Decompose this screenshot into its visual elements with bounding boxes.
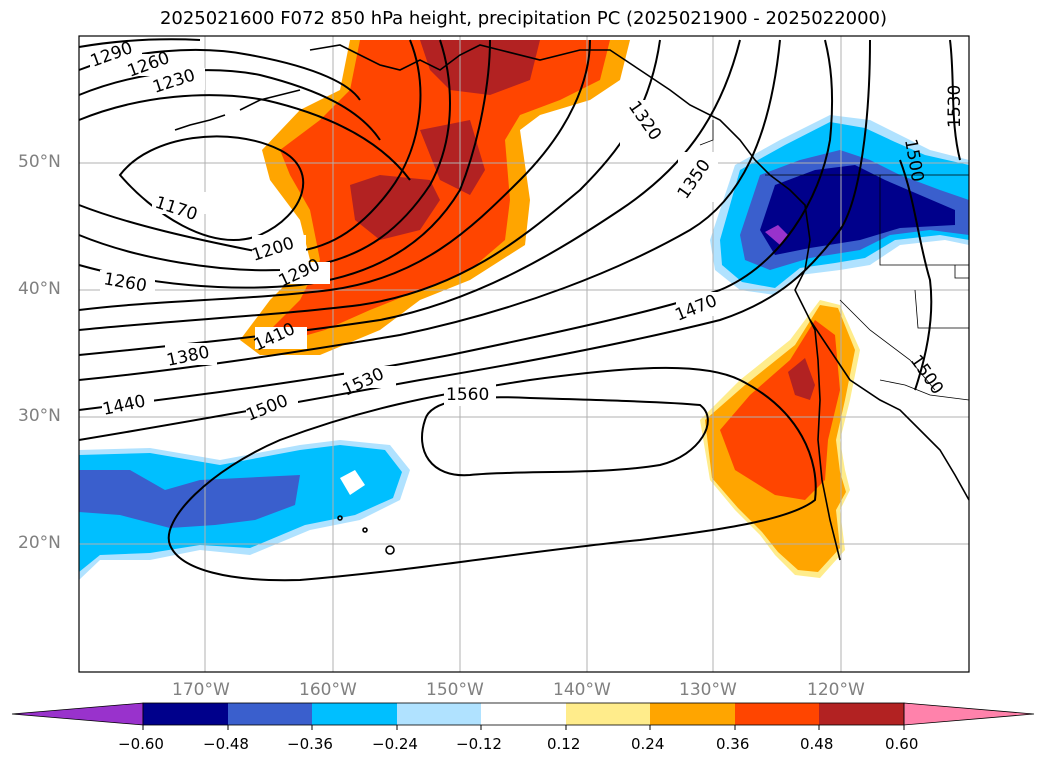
map-gridlines xyxy=(79,36,969,672)
colorbar-segment xyxy=(143,703,228,725)
colorbar-segment xyxy=(735,703,819,725)
lon-label: 120°W xyxy=(807,680,865,700)
lon-label: 160°W xyxy=(299,680,357,700)
lon-label: 150°W xyxy=(426,680,484,700)
colorbar-tick-label: −0.24 xyxy=(372,735,418,753)
lon-label: 140°W xyxy=(553,680,611,700)
colorbar-tick-label: 0.12 xyxy=(547,735,581,753)
colorbar-tick-label: −0.60 xyxy=(118,735,164,753)
contour-label-group: 1290 1260 1230 1170 1200 1260 1290 1410 … xyxy=(88,38,965,426)
colorbar-tick-label: −0.36 xyxy=(287,735,333,753)
colorbar-tick-label: 0.24 xyxy=(631,735,665,753)
lat-label: 40°N xyxy=(18,279,61,299)
colorbar-segment xyxy=(228,703,312,725)
colorbar-segment xyxy=(312,703,397,725)
contour-label: 1530 xyxy=(945,85,965,128)
colorbar-segment xyxy=(397,703,481,725)
colorbar-segment xyxy=(566,703,650,725)
precip-positive-region-north xyxy=(240,40,630,355)
colorbar-tick-label: 0.60 xyxy=(885,735,919,753)
lat-label: 30°N xyxy=(18,406,61,426)
colorbar-tick-label: 0.48 xyxy=(800,735,834,753)
colorbar-segment xyxy=(481,703,566,725)
colorbar-extend-high xyxy=(903,702,1035,726)
lon-label: 130°W xyxy=(679,680,737,700)
colorbar-segment xyxy=(819,703,904,725)
map-frame xyxy=(78,35,970,673)
colorbar-tick-label: −0.48 xyxy=(203,735,249,753)
colorbar-tick-label: −0.12 xyxy=(456,735,502,753)
colorbar xyxy=(11,702,1035,730)
borders xyxy=(699,120,970,401)
colorbar-extend-low xyxy=(11,702,144,726)
lat-label: 20°N xyxy=(18,533,61,553)
colorbar-segment xyxy=(650,703,735,725)
contour-label: 1560 xyxy=(446,385,489,405)
colorbar-tick-label: 0.36 xyxy=(716,735,750,753)
lat-label: 50°N xyxy=(18,152,61,172)
coastlines xyxy=(174,44,970,561)
map-title: 2025021600 F072 850 hPa height, precipit… xyxy=(159,8,888,29)
lon-label: 170°W xyxy=(172,680,230,700)
